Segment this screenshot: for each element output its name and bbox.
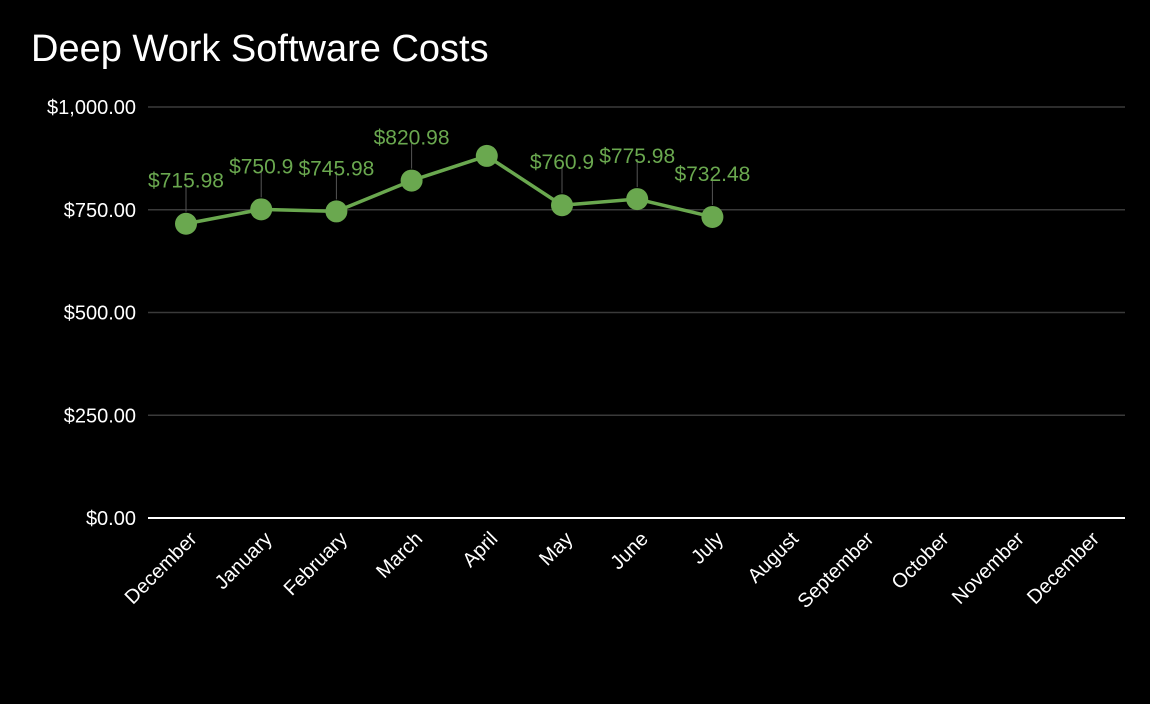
x-tick-label: November <box>948 528 1029 609</box>
grid-layer <box>148 106 1125 519</box>
data-point[interactable] <box>325 200 348 223</box>
x-tick-label: June <box>607 528 653 574</box>
x-tick-label: April <box>458 528 502 572</box>
y-tick-label: $0.00 <box>86 508 136 530</box>
x-tick-label: December <box>1023 528 1104 609</box>
y-tick-label: $750.00 <box>64 200 136 222</box>
data-point[interactable] <box>175 212 197 235</box>
y-tick-label: $500.00 <box>64 303 136 325</box>
x-tick-label: August <box>744 528 804 588</box>
x-tick-label: February <box>280 528 352 600</box>
series-layer <box>175 144 724 235</box>
data-label: $732.48 <box>674 163 750 186</box>
data-label: $745.98 <box>298 157 374 180</box>
y-tick-label: $1,000.00 <box>47 97 136 119</box>
data-point[interactable] <box>250 198 273 221</box>
data-label: $775.98 <box>599 145 675 168</box>
x-tick-label: May <box>535 528 577 570</box>
data-point[interactable] <box>551 194 573 217</box>
data-label: $760.9 <box>530 151 594 174</box>
data-point[interactable] <box>626 188 649 211</box>
data-label: $715.98 <box>148 170 224 193</box>
label-layer: $715.98$750.9 $745.98$820.98 $760.9 $775.98… <box>148 127 750 193</box>
leader-layer <box>185 140 713 212</box>
x-tick-label: July <box>687 528 728 569</box>
data-point[interactable] <box>400 169 423 192</box>
data-label: $750.9 <box>229 155 293 178</box>
data-point[interactable] <box>475 144 498 167</box>
x-tick-label: March <box>372 528 427 583</box>
chart-title: Deep Work Software Costs <box>31 28 489 70</box>
series-line <box>185 154 713 226</box>
x-tick-label: September <box>794 528 879 613</box>
x-tick-label: January <box>211 528 277 594</box>
x-tick-label: October <box>888 528 954 594</box>
data-point[interactable] <box>701 205 724 228</box>
x-tick-label: December <box>121 528 202 609</box>
y-tick-label: $250.00 <box>64 405 136 427</box>
data-label: $820.98 <box>374 127 450 150</box>
